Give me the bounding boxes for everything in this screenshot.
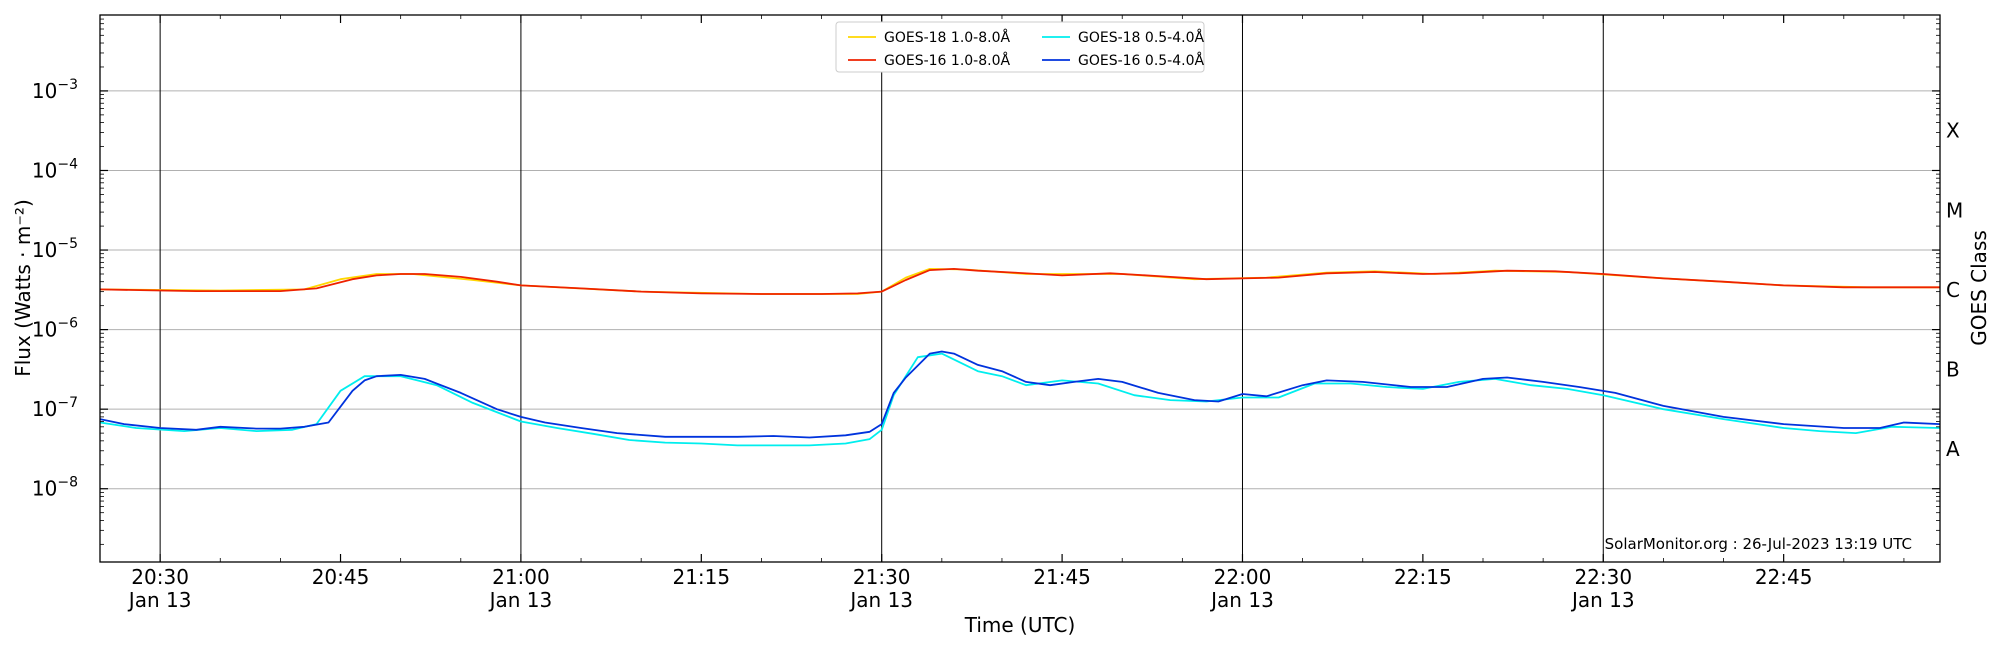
goes-class-label: X xyxy=(1946,119,1960,143)
x-axis-title: Time (UTC) xyxy=(964,613,1076,637)
legend-label: GOES-18 0.5-4.0Å xyxy=(1078,29,1204,46)
y2-axis-title: GOES Class xyxy=(1967,230,1991,346)
x-tick-label: 20:45 xyxy=(312,565,370,589)
legend-entries: GOES-18 1.0-8.0Å GOES-16 1.0-8.0Å GOES-18 … xyxy=(848,29,1204,69)
x-tick-label: 21:30 xyxy=(853,565,911,589)
tick-layer xyxy=(99,15,1940,562)
x-tick-label: 22:00 xyxy=(1214,565,1272,589)
x-tick-date-label: Jan 13 xyxy=(848,588,913,612)
goes-class-label: C xyxy=(1946,278,1960,302)
y-axis-title: Flux (Watts · m⁻²) xyxy=(11,199,35,377)
y-tick-label: 10−5 xyxy=(32,236,78,262)
x-tick-label: 21:45 xyxy=(1033,565,1091,589)
goes-class-label: M xyxy=(1946,198,1963,222)
legend: GOES-18 1.0-8.0Å GOES-16 1.0-8.0Å GOES-18 … xyxy=(835,21,1205,73)
legend-box xyxy=(835,21,1205,73)
x-tick-label: 22:30 xyxy=(1574,565,1632,589)
y-tick-label: 10−7 xyxy=(32,395,78,421)
legend-label: GOES-18 1.0-8.0Å xyxy=(884,29,1010,46)
x-tick-label: 22:45 xyxy=(1755,565,1813,589)
legend-label: GOES-16 1.0-8.0Å xyxy=(884,52,1010,69)
plot-frame xyxy=(99,14,1941,563)
goes-class-label: B xyxy=(1946,357,1960,381)
x-tick-date-label: Jan 13 xyxy=(1209,588,1274,612)
x-tick-date-label: Jan 13 xyxy=(488,588,553,612)
x-tick-date-label: Jan 13 xyxy=(127,588,192,612)
credit-text: SolarMonitor.org : 26-Jul-2023 13:19 UTC xyxy=(1605,535,1912,553)
x-tick-label: 22:15 xyxy=(1394,565,1452,589)
series-line xyxy=(99,268,1940,295)
legend-label: GOES-16 0.5-4.0Å xyxy=(1078,52,1204,69)
series-line xyxy=(99,350,1941,439)
grid-layer xyxy=(100,15,1940,562)
series-layer xyxy=(99,268,1941,447)
x-tick-label: 21:00 xyxy=(492,565,550,589)
x-tick-label: 21:15 xyxy=(672,565,730,589)
goes-class-label: A xyxy=(1946,437,1960,461)
x-tick-label: 20:30 xyxy=(131,565,189,589)
x-tick-date-label: Jan 13 xyxy=(1570,588,1635,612)
